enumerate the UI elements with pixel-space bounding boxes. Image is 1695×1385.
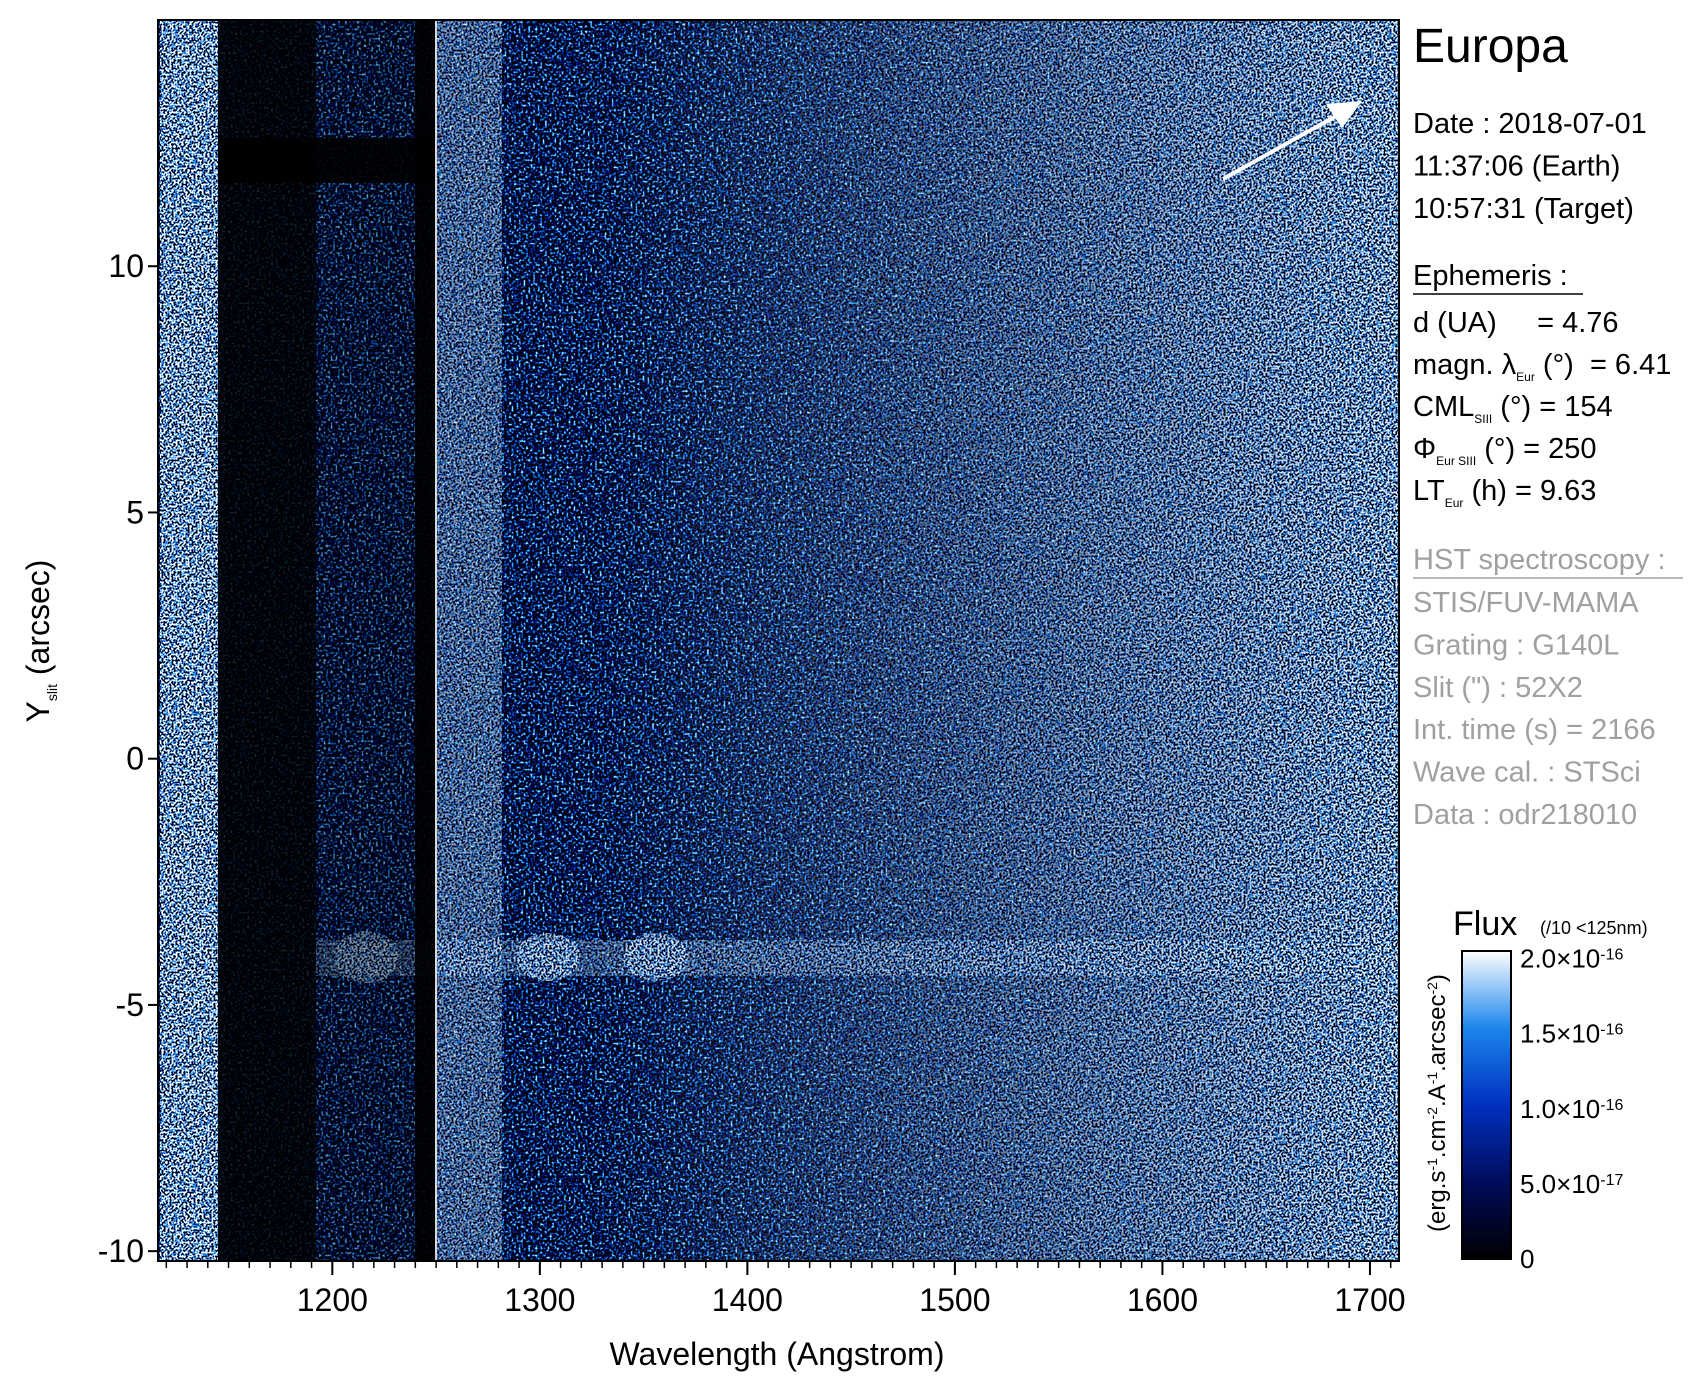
- ephemeris-line: ΦEur SIII (°) = 250: [1413, 433, 1597, 468]
- direction-arrow: [1222, 101, 1362, 181]
- x-tick-label: 1300: [504, 1282, 575, 1318]
- colorbar-tick-mantissa: 2.0×10: [1520, 944, 1600, 974]
- ephemeris-line-part: (°) = 154: [1492, 391, 1612, 423]
- ephemeris-line-script: SIII: [1474, 412, 1492, 426]
- ephemeris-line: magn. λEur (°) = 6.41: [1413, 349, 1671, 384]
- hst-line: Data : odr218010: [1413, 799, 1637, 831]
- plot-frame: [157, 19, 1400, 1262]
- ephemeris-line-script: Eur: [1516, 370, 1535, 384]
- ephemeris-line: LTEur (h) = 9.63: [1413, 475, 1596, 510]
- ephemeris-line-part: (°) = 250: [1476, 433, 1596, 465]
- colorbar-tick-exponent: -16: [1600, 1096, 1623, 1113]
- colorbar-tick-exponent: -16: [1600, 1021, 1623, 1038]
- colorbar-note: (/10 <125nm): [1540, 918, 1648, 938]
- colorbar-label-script: -2: [1424, 982, 1440, 995]
- x-tick-label: 1500: [919, 1282, 990, 1318]
- colorbar-label-part: .cm: [1424, 1119, 1451, 1158]
- y-tick-label: 5: [126, 494, 144, 530]
- hst-title: HST spectroscopy :: [1413, 544, 1666, 576]
- dark-strip: [415, 20, 435, 1261]
- y-tick-label: -10: [98, 1233, 144, 1269]
- y-axis-label-script: slit: [44, 684, 60, 701]
- colorbar-label-part: .arcsec: [1424, 995, 1451, 1072]
- colorbar-tick-label: 5.0×10-17: [1520, 1169, 1623, 1199]
- dim-band: [316, 20, 415, 1261]
- ephemeris-line-part: Φ: [1413, 433, 1436, 465]
- ephemeris-line: CMLSIII (°) = 154: [1413, 391, 1613, 426]
- colorbar-label-part: ): [1424, 974, 1451, 982]
- date-line: 10:57:31 (Target): [1413, 193, 1634, 225]
- hst-line: Grating : G140L: [1413, 629, 1619, 661]
- ephemeris-line-part: d (UA) = 4.76: [1413, 307, 1619, 339]
- ephemeris-line-part: (°) = 6.41: [1535, 349, 1672, 381]
- colorbar-tick-mantissa: 1.0×10: [1520, 1094, 1600, 1124]
- colorbar-label-part: (erg.s: [1424, 1171, 1451, 1232]
- y-axis-label-part: (arcsec): [20, 560, 56, 684]
- colorbar-label-script: -1: [1424, 1072, 1440, 1085]
- ephemeris-line-part: CML: [1413, 391, 1474, 423]
- colorbar-tick-exponent: -17: [1600, 1171, 1623, 1188]
- hst-line: Wave cal. : STSci: [1413, 757, 1641, 789]
- chart-title: Europa: [1413, 20, 1568, 73]
- x-axis-label: Wavelength (Angstrom): [610, 1336, 945, 1372]
- dark-patch: [218, 138, 435, 183]
- colorbar-label-script: -2: [1424, 1107, 1440, 1120]
- hst-line: STIS/FUV-MAMA: [1413, 587, 1639, 619]
- ephemeris-line-script: Eur SIII: [1436, 454, 1476, 468]
- y-tick-label: 10: [108, 248, 144, 284]
- bright-column: [435, 20, 437, 1261]
- ephemeris-line-part: LT: [1413, 475, 1445, 507]
- x-tick-label: 1700: [1334, 1282, 1405, 1318]
- y-axis-label-part: Y: [20, 701, 56, 722]
- hst-line: Slit (") : 52X2: [1413, 672, 1583, 704]
- x-tick-label: 1600: [1127, 1282, 1198, 1318]
- colorbar-tick-label: 2.0×10-16: [1520, 944, 1623, 974]
- image-bright-noise: [158, 20, 1399, 1261]
- colorbar-label-part: .A: [1424, 1084, 1451, 1107]
- ephemeris-title: Ephemeris :: [1413, 260, 1568, 292]
- colorbar-label-script: -1: [1424, 1158, 1440, 1171]
- colorbar: [1461, 950, 1512, 1260]
- colorbar-tick-mantissa: 5.0×10: [1520, 1169, 1600, 1199]
- ephemeris-line-part: (h) = 9.63: [1463, 475, 1596, 507]
- colorbar-tick-label: 1.5×10-16: [1520, 1019, 1623, 1049]
- ephemeris-line-part: magn. λ: [1413, 349, 1517, 381]
- hst-line: Int. time (s) = 2166: [1413, 714, 1656, 746]
- y-tick-label: 0: [126, 741, 144, 777]
- colorbar-tick-exponent: -16: [1600, 946, 1623, 963]
- y-axis-label: Yslit (arcsec): [20, 560, 60, 723]
- ephemeris-line-script: Eur: [1445, 496, 1464, 510]
- image: [157, 19, 1400, 1262]
- x-tick-label: 1200: [297, 1282, 368, 1318]
- ephemeris-line: d (UA) = 4.76: [1413, 307, 1619, 339]
- info-panel: Date : 2018-07-01 11:37:06 (Earth) 10:57:3…: [1413, 108, 1683, 831]
- dark-band: [218, 20, 316, 1261]
- x-tick-label: 1400: [712, 1282, 783, 1318]
- colorbar-tick-label: 0: [1520, 1244, 1534, 1274]
- colorbar-label: (erg.s-1.cm-2.A-1.arcsec-2): [1424, 974, 1451, 1232]
- colorbar-title: Flux: [1453, 905, 1517, 943]
- colorbar-tick-mantissa: 1.5×10: [1520, 1019, 1600, 1049]
- date-line: 11:37:06 (Earth): [1413, 151, 1620, 183]
- colorbar-tick-label: 1.0×10-16: [1520, 1094, 1623, 1124]
- y-tick-label: -5: [116, 987, 144, 1023]
- date-line: Date : 2018-07-01: [1413, 108, 1647, 140]
- arrow-shaft: [1222, 114, 1337, 181]
- arrow-head: [1326, 101, 1362, 128]
